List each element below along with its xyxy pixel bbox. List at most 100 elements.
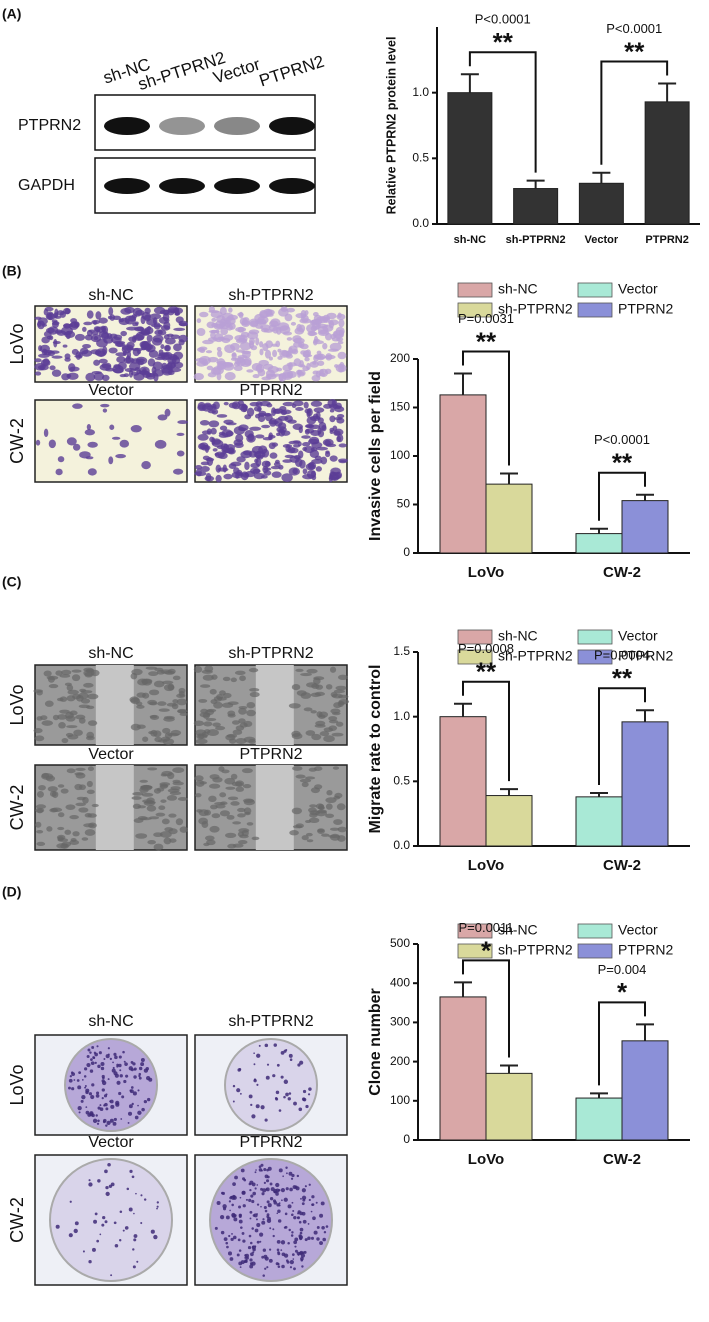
stained-cell [205, 473, 212, 482]
stained-cell [280, 430, 291, 436]
colony [272, 1074, 276, 1078]
colony [114, 1055, 118, 1060]
colony [264, 1256, 269, 1261]
stained-cell [86, 424, 91, 430]
colony [315, 1201, 318, 1204]
cell [209, 688, 217, 695]
colony [90, 1058, 93, 1061]
colony [276, 1248, 280, 1252]
cell [175, 818, 184, 826]
colony [281, 1252, 286, 1257]
significance-stars: ** [476, 657, 497, 687]
blot-band [104, 178, 150, 194]
stained-cell [95, 311, 102, 320]
stained-cell [337, 351, 347, 360]
stained-cell [62, 344, 68, 348]
colony [299, 1250, 304, 1255]
stained-cell [74, 333, 86, 341]
stained-cell [88, 329, 96, 333]
dish [64, 1038, 158, 1132]
cell [251, 836, 260, 841]
stained-cell [100, 403, 110, 408]
colony [291, 1213, 294, 1217]
colony [256, 1083, 259, 1086]
bar [644, 101, 690, 225]
stained-cell [292, 335, 302, 343]
colony [88, 1182, 93, 1187]
cell [179, 826, 188, 833]
stained-cell [52, 321, 59, 328]
lane-label: PTPRN2 [257, 52, 327, 91]
stained-cell [255, 450, 262, 459]
stained-cell [224, 372, 236, 381]
stained-cell [173, 468, 184, 475]
stained-cell [201, 430, 211, 435]
stained-cell [68, 322, 79, 330]
cell [141, 678, 153, 684]
colony [266, 1175, 270, 1179]
cell [207, 729, 219, 737]
colony [112, 1121, 117, 1126]
stained-cell [297, 441, 302, 447]
stained-cell [235, 338, 248, 344]
colony [95, 1094, 100, 1098]
colony [256, 1203, 260, 1206]
cell [69, 839, 80, 845]
stained-cell [98, 330, 109, 338]
colony [123, 1060, 126, 1063]
stained-cell [211, 439, 224, 448]
cell [47, 786, 58, 792]
cell [59, 696, 68, 702]
cell [313, 766, 323, 771]
stained-cell [261, 376, 272, 381]
stained-cell [86, 310, 94, 319]
blot-band [269, 117, 315, 135]
stained-cell [324, 332, 332, 341]
blot-band [159, 117, 205, 135]
cell [301, 835, 309, 841]
y-tick-label: 1.0 [412, 85, 429, 99]
stained-cell [222, 464, 227, 473]
panel-label: (C) [2, 574, 21, 590]
cell [321, 833, 330, 837]
colony [233, 1217, 238, 1222]
colony [110, 1104, 115, 1109]
cell [316, 711, 323, 718]
cell [333, 702, 342, 709]
stained-cell [200, 461, 210, 466]
cell [153, 832, 163, 838]
stained-cell [336, 435, 342, 443]
colony [256, 1184, 259, 1186]
stained-cell [177, 420, 189, 425]
stained-cell [161, 362, 168, 370]
colony [91, 1247, 96, 1252]
cell [235, 725, 245, 731]
column-label: sh-NC [88, 287, 133, 304]
stained-cell [253, 406, 262, 412]
colony [275, 1262, 279, 1266]
colony [227, 1251, 233, 1256]
colony [77, 1106, 82, 1111]
stained-cell [315, 411, 321, 420]
colony [292, 1209, 295, 1212]
significance-bracket [598, 1001, 646, 1086]
colony [105, 1093, 108, 1096]
colony [289, 1058, 293, 1061]
colony [68, 1233, 73, 1238]
colony [107, 1047, 110, 1050]
stained-cell [268, 434, 273, 441]
cell [203, 721, 213, 727]
stained-cell [240, 471, 249, 481]
colony [291, 1173, 295, 1178]
colony [128, 1066, 133, 1071]
cell [311, 733, 322, 741]
colony [297, 1210, 301, 1214]
cell [133, 818, 144, 824]
colony [273, 1043, 277, 1047]
colony [254, 1187, 257, 1190]
colony [240, 1168, 245, 1173]
colony [251, 1199, 255, 1204]
colony [92, 1118, 98, 1123]
stained-cell [255, 457, 262, 467]
stained-cell [267, 366, 279, 374]
